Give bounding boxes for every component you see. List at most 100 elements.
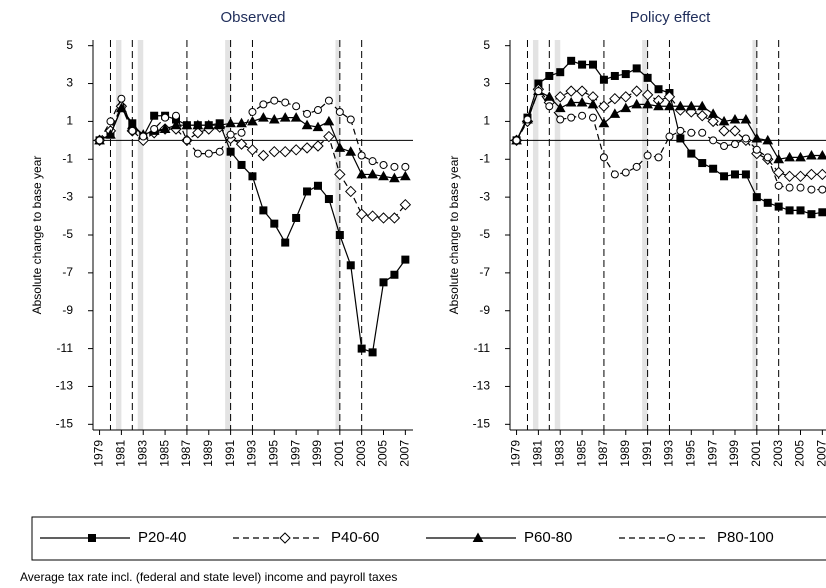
marker <box>807 185 816 194</box>
marker <box>543 91 555 101</box>
marker <box>751 132 763 143</box>
marker <box>323 130 335 143</box>
x-tick-label: 1989 <box>201 440 215 467</box>
marker <box>345 185 357 198</box>
y-tick-label: 1 <box>66 114 73 128</box>
legend-label: P40-60 <box>331 529 379 546</box>
marker <box>105 129 116 139</box>
marker <box>128 126 137 135</box>
marker <box>578 60 587 69</box>
marker <box>523 115 532 124</box>
marker <box>379 160 388 169</box>
shaded-band <box>642 40 648 430</box>
marker <box>609 92 621 105</box>
marker <box>685 100 697 111</box>
marker <box>226 147 235 156</box>
shaded-band <box>137 40 144 430</box>
marker <box>774 181 783 190</box>
marker <box>620 102 632 113</box>
marker <box>292 213 301 222</box>
x-tick-label: 1983 <box>135 440 149 467</box>
marker <box>323 115 335 126</box>
shaded-band <box>115 40 122 430</box>
marker <box>192 119 204 130</box>
y-axis-label: Absolute change to base year <box>447 156 461 315</box>
shaded-band <box>225 40 231 430</box>
x-tick-label: 1991 <box>640 440 654 467</box>
marker <box>545 102 554 111</box>
marker <box>783 170 796 183</box>
y-tick-label: -5 <box>479 227 490 241</box>
x-tick-label: 1997 <box>705 440 719 467</box>
x-tick-label: 1999 <box>727 440 741 467</box>
marker <box>664 100 675 111</box>
marker <box>665 132 674 141</box>
marker <box>687 149 696 158</box>
marker <box>312 121 324 132</box>
marker <box>312 140 324 152</box>
marker <box>247 115 258 126</box>
marker <box>237 128 246 137</box>
marker <box>696 110 708 122</box>
marker <box>400 170 411 181</box>
marker <box>159 123 171 133</box>
x-tick-label: 2001 <box>749 440 763 467</box>
x-tick-label: 1987 <box>596 440 610 467</box>
marker <box>621 70 630 79</box>
marker <box>785 206 794 215</box>
y-tick-label: -3 <box>479 189 490 203</box>
marker <box>632 162 641 171</box>
marker <box>653 100 664 111</box>
footnote: Average tax rate incl. (federal and stat… <box>20 570 397 584</box>
legend-label: P20-40 <box>138 529 186 546</box>
y-tick-label: -7 <box>62 265 73 279</box>
marker <box>741 134 750 143</box>
y-tick-label: -15 <box>56 416 74 430</box>
marker <box>576 85 588 97</box>
y-tick-label: -13 <box>56 379 74 393</box>
marker <box>620 91 632 103</box>
y-tick-label: -1 <box>62 151 73 165</box>
x-tick-label: 1987 <box>179 440 193 467</box>
y-tick-label: -7 <box>479 265 490 279</box>
marker <box>707 115 719 128</box>
marker <box>816 168 826 181</box>
marker <box>643 151 652 160</box>
marker <box>225 117 236 128</box>
marker <box>378 170 389 181</box>
marker <box>698 159 707 168</box>
marker <box>654 153 663 162</box>
x-tick-label: 1983 <box>552 440 566 467</box>
marker <box>226 130 235 139</box>
y-axis-label: Absolute change to base year <box>30 156 44 315</box>
marker <box>576 96 588 107</box>
x-tick-label: 1993 <box>245 440 259 467</box>
x-tick-label: 1979 <box>509 440 523 467</box>
marker <box>631 98 643 109</box>
marker <box>796 206 805 215</box>
marker <box>709 164 718 173</box>
marker <box>741 170 750 179</box>
y-tick-label: -11 <box>474 341 491 355</box>
marker <box>816 149 826 160</box>
y-tick-label: -1 <box>479 151 490 165</box>
marker <box>303 187 312 196</box>
y-tick-label: -13 <box>473 379 491 393</box>
y-tick-label: -9 <box>479 303 490 317</box>
marker <box>390 270 399 279</box>
marker <box>729 113 741 124</box>
marker <box>675 100 686 111</box>
x-tick-label: 1999 <box>310 440 324 467</box>
marker <box>401 162 410 171</box>
marker <box>578 111 587 120</box>
marker <box>292 102 301 111</box>
marker <box>399 199 412 211</box>
marker <box>270 96 279 105</box>
marker <box>763 198 772 207</box>
marker <box>150 124 159 133</box>
marker <box>368 157 377 166</box>
marker <box>589 113 598 122</box>
marker <box>334 142 346 152</box>
marker <box>301 119 313 130</box>
x-tick-label: 1985 <box>157 440 171 467</box>
